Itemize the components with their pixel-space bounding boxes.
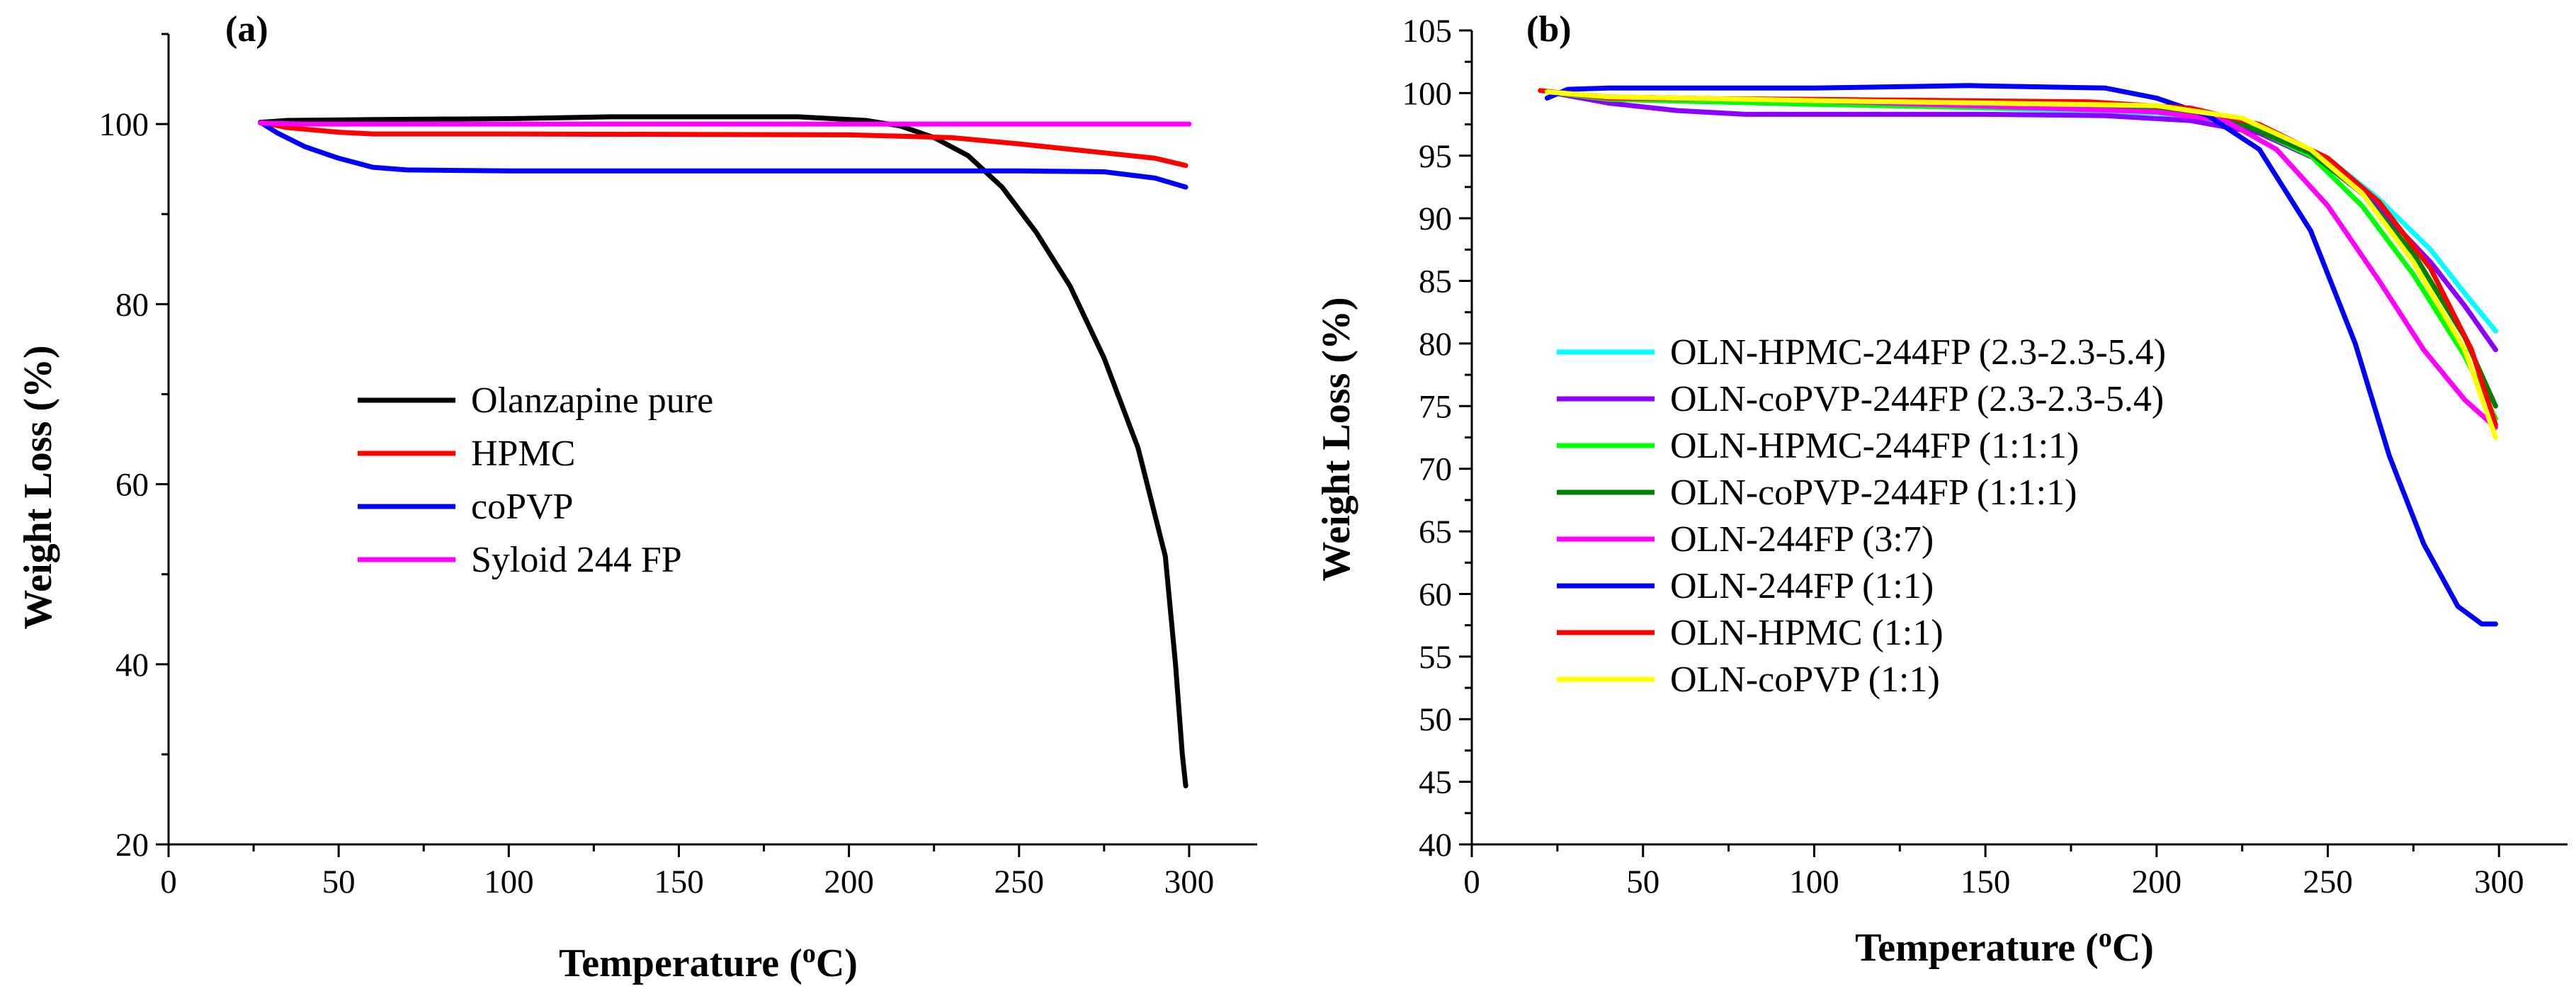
panel-a-xlabel-end: C) <box>816 941 858 985</box>
panel-a-y-tick-label: 40 <box>115 647 149 684</box>
panel-a-xlabel-start: Temperature ( <box>559 941 802 985</box>
panel-b-legend-label-5: OLN-244FP (1:1) <box>1670 566 1934 606</box>
panel-a-x-tick-label: 0 <box>160 864 177 900</box>
panel-b-series-line-5 <box>1544 83 2498 627</box>
panel-b-y-tick-label: 85 <box>1419 264 1452 300</box>
panel-b-ticks: 0 50 100 150 200 250 300 40 45 50 55 60 65 70 75 80 85 90… <box>1402 13 2524 900</box>
panel-b-y-tick-label: 45 <box>1419 764 1452 801</box>
panel-b-chart: (b) 0 50 100 150 200 250 300 40 45 50 55 60 65 70 75 80… <box>1315 9 2568 970</box>
panel-b-legend-label-6: OLN-HPMC (1:1) <box>1670 613 1944 653</box>
panel-a-legend-label-0: Olanzapine pure <box>471 380 713 421</box>
panel-b-y-tick-label: 55 <box>1419 639 1452 676</box>
panel-a-legend-label-2: coPVP <box>471 487 573 527</box>
panel-a-x-tick-label: 100 <box>484 864 534 900</box>
panel-b-x-tick-label: 100 <box>1789 864 1839 900</box>
panel-b-series-line-6 <box>1538 88 2498 428</box>
panel-b-legend-label-4: OLN-244FP (3:7) <box>1670 519 1934 560</box>
panel-a-y-axis-title: Weight Loss (%) <box>16 345 60 629</box>
panel-b-y-tick-label: 65 <box>1419 514 1452 550</box>
panel-b-x-tick-label: 0 <box>1463 864 1480 900</box>
panel-b-y-tick-label: 75 <box>1419 388 1452 425</box>
panel-a-label: (a) <box>225 9 268 50</box>
panel-b-label: (b) <box>1526 9 1572 50</box>
panel-b-series-line-4 <box>1544 89 2498 430</box>
panel-b-xlabel-sup: o <box>2099 923 2112 953</box>
panel-b-x-tick-label: 300 <box>2474 864 2524 900</box>
panel-b-y-tick-label: 80 <box>1419 326 1452 363</box>
panel-a-x-tick-label: 200 <box>824 864 874 900</box>
panel-b-y-tick-label: 90 <box>1419 200 1452 237</box>
panel-b-y-tick-label: 105 <box>1402 13 1453 50</box>
panel-b-x-tick-label: 250 <box>2303 864 2353 900</box>
panel-a-series-line-0 <box>258 114 1188 788</box>
panel-a-y-tick-label: 20 <box>115 827 149 864</box>
panel-b-y-axis-title: Weight Loss (%) <box>1315 297 1358 581</box>
panel-b-legend-label-7: OLN-coPVP (1:1) <box>1670 660 1940 700</box>
panel-a-x-tick-label: 50 <box>322 864 356 900</box>
panel-a-series-line-3 <box>258 120 1192 127</box>
panel-a-y-tick-label: 60 <box>115 467 149 504</box>
panel-b-series-line-0 <box>1544 89 2498 334</box>
panel-b-x-axis-title: Temperature (oC) <box>1855 923 2154 970</box>
panel-b-x-tick-label: 150 <box>1961 864 2011 900</box>
panel-b-legend-label-3: OLN-coPVP-244FP (1:1:1) <box>1670 472 2077 513</box>
panel-a-series-line-2 <box>258 120 1188 190</box>
panel-a-ticks: 0 50 100 150 200 250 300 20 40 60 80 100 <box>99 33 1215 900</box>
panel-a-x-tick-label: 250 <box>994 864 1045 900</box>
panel-a-chart: (a) 0 50 100 150 200 250 300 20 40 60 80 100 Olanza… <box>16 9 1257 985</box>
panel-b-series-line-7 <box>1544 89 2498 440</box>
panel-b-series-line-1 <box>1544 89 2498 353</box>
panel-a-legend-label-1: HPMC <box>471 434 575 474</box>
panel-b-legend: OLN-HPMC-244FP (2.3-2.3-5.4) OLN-coPVP-24… <box>1557 332 2166 700</box>
panel-b-legend-label-0: OLN-HPMC-244FP (2.3-2.3-5.4) <box>1670 332 2166 373</box>
panel-b-y-tick-label: 40 <box>1419 827 1452 864</box>
panel-a-series <box>258 114 1192 788</box>
panel-b-x-tick-label: 50 <box>1626 864 1659 900</box>
panel-b-x-tick-label: 200 <box>2132 864 2182 900</box>
panel-b-y-tick-label: 60 <box>1419 576 1452 613</box>
panel-a-y-tick-label: 80 <box>115 286 149 323</box>
panel-a-legend-label-3: Syloid 244 FP <box>471 540 682 580</box>
panel-b-y-tick-label: 95 <box>1419 138 1452 175</box>
panel-a-legend: Olanzapine pure HPMC coPVP Syloid 244 FP <box>358 380 713 580</box>
panel-b-y-tick-label: 70 <box>1419 451 1452 488</box>
panel-a-series-line-1 <box>258 120 1188 169</box>
panel-b-legend-label-1: OLN-coPVP-244FP (2.3-2.3-5.4) <box>1670 379 2164 419</box>
panel-b-series <box>1538 83 2498 627</box>
panel-b-xlabel-start: Temperature ( <box>1855 926 2099 970</box>
panel-b-y-tick-label: 100 <box>1402 75 1453 112</box>
panel-a-axes <box>167 34 1257 846</box>
panel-a-x-tick-label: 300 <box>1164 864 1215 900</box>
panel-b-xlabel-end: C) <box>2112 926 2154 970</box>
panel-b-y-tick-label: 50 <box>1419 701 1452 738</box>
panel-a-xlabel-sup: o <box>802 939 816 968</box>
panel-a-y-tick-label: 100 <box>99 106 149 143</box>
panel-a-x-axis-title: Temperature (oC) <box>559 939 858 985</box>
panel-b-legend-label-2: OLN-HPMC-244FP (1:1:1) <box>1670 426 2079 466</box>
panel-a-x-tick-label: 150 <box>654 864 704 900</box>
